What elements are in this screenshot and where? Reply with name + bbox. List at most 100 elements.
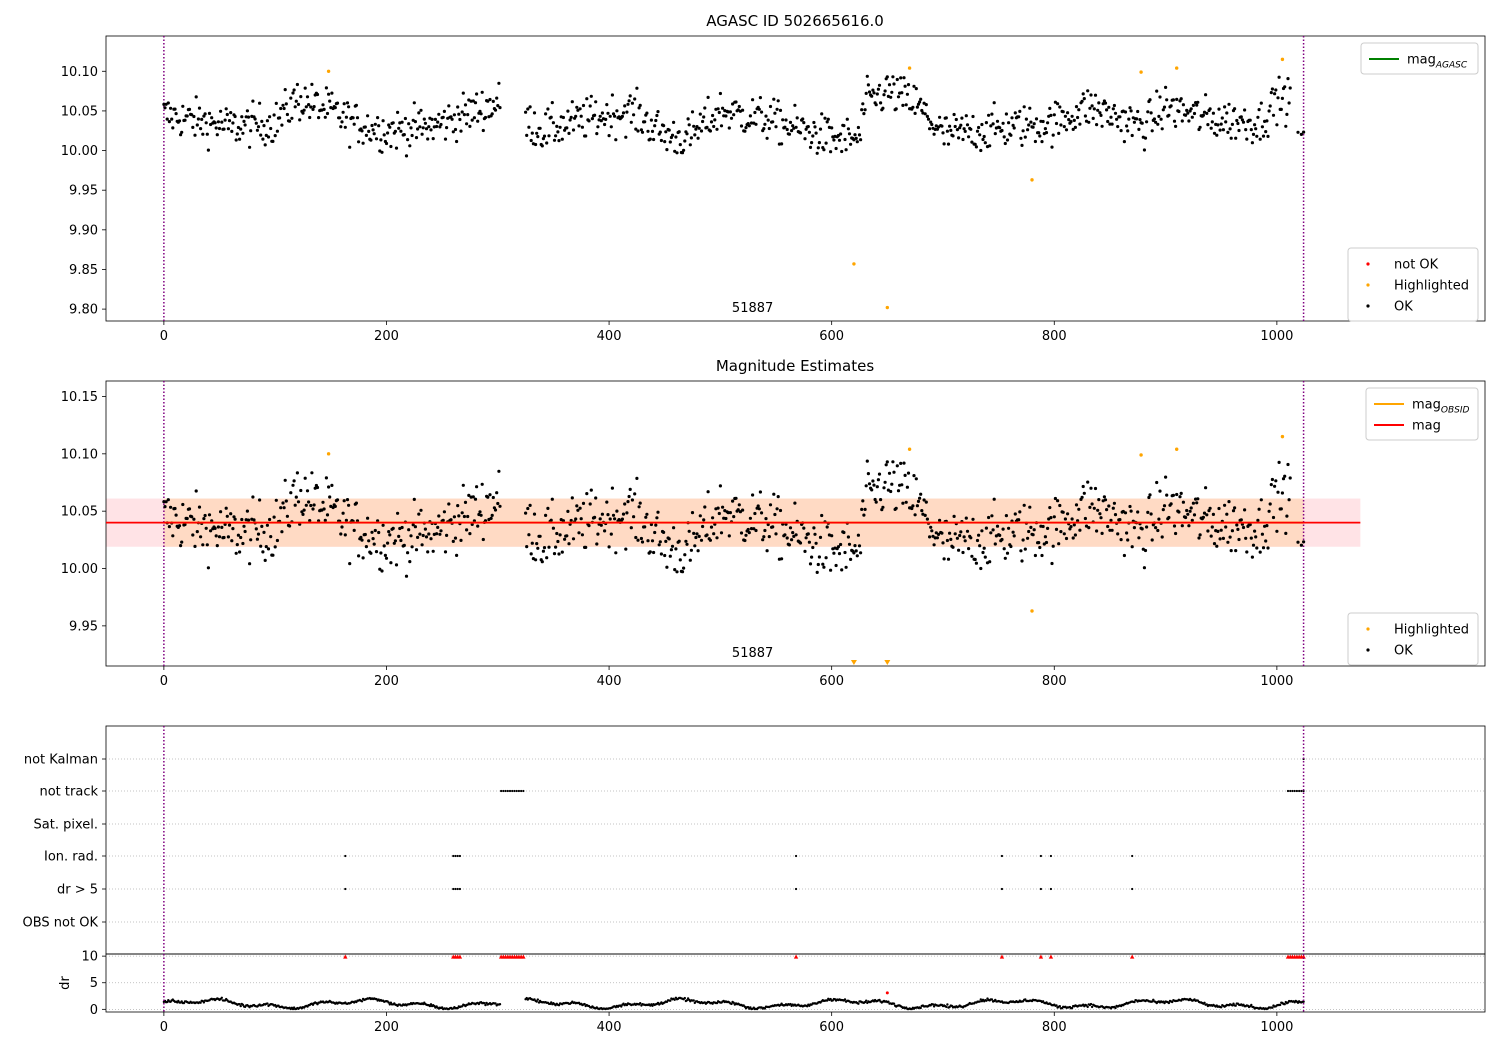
panel2-ok-point [409, 534, 413, 538]
panel1-ok-point [718, 91, 723, 96]
panel1-ok-point [391, 121, 395, 125]
panel1-ok-point [626, 102, 630, 106]
panel1-ok-point [303, 86, 307, 90]
panel2-ok-point [902, 461, 906, 465]
panel1-ok-point [418, 125, 422, 129]
panel2-ok-point [852, 551, 856, 555]
panel1-ok-point [695, 125, 699, 129]
panel2-ok-point [217, 535, 222, 539]
panel1-ok-point [683, 139, 687, 143]
panel2-ok-point [1254, 535, 1258, 539]
panel1-ok-point [187, 107, 192, 111]
panel1-ok-point [379, 138, 383, 142]
panel1-ok-point [686, 117, 690, 121]
panel1-ok-point [605, 103, 609, 107]
panel1-ok-point [1034, 117, 1039, 121]
panel2-ok-point [916, 499, 921, 503]
panel2-ok-point [886, 488, 891, 492]
panel1-ok-point [1018, 109, 1022, 113]
panel1-ok-point [674, 135, 678, 139]
panel2-ok-point [282, 506, 286, 510]
panel2-ok-point [383, 553, 387, 558]
panel1-ok-point [407, 122, 411, 126]
panel2-ok-point [1227, 500, 1231, 504]
panel1-ok-point [1284, 124, 1288, 128]
panel2-ok-point [912, 474, 916, 478]
panel2-ok-point [674, 547, 678, 551]
panel2-ok-point [815, 570, 819, 575]
panel2-ok-point [904, 500, 908, 504]
panel3-flag-point [794, 887, 798, 891]
panel1-ok-point [1057, 131, 1061, 135]
panel1-ok-point [1031, 125, 1035, 129]
panel1-ok-point [703, 106, 707, 110]
panel1-ok-point [1212, 131, 1217, 135]
panel1-ok-point [546, 107, 550, 111]
panel1-ok-point [451, 130, 455, 134]
panel1-ok-point [367, 129, 371, 133]
panel1-ok-point [404, 154, 409, 158]
panel2-ok-point [1243, 508, 1247, 512]
panel2-ok-point [1058, 503, 1062, 508]
panel2-ok-point [251, 495, 255, 499]
panel2-ok-point [1074, 503, 1079, 507]
panel2-ok-point [780, 557, 784, 561]
panel2-ok-point [975, 538, 980, 543]
panel2-ok-point [577, 531, 581, 535]
panel2-ok-point [673, 568, 677, 572]
panel2-ok-point [1005, 551, 1010, 555]
panel2-ok-point [183, 522, 187, 527]
panel2-ok-point [1256, 518, 1260, 523]
panel1-ok-point [1092, 107, 1096, 111]
panel1-ok-point [463, 103, 468, 107]
panel2-ok-point [576, 508, 580, 512]
panel1-ok-point [667, 128, 671, 132]
panel1-ok-point [1299, 132, 1303, 136]
panel1-ok-point [556, 130, 560, 134]
panel1-ok-point [729, 116, 734, 120]
panel1-ok-point [772, 97, 776, 101]
panel2-ok-point [1128, 504, 1132, 509]
panel2-ok-point [721, 505, 725, 509]
panel1-ok-point [793, 103, 797, 107]
panel1-ok-point [1077, 108, 1081, 112]
panel2-ok-point [625, 511, 629, 515]
panel1-ok-point [1043, 127, 1047, 131]
panel1-ok-point [609, 125, 613, 129]
panel3-dr-point [1250, 1003, 1253, 1007]
panel1-ok-point [1017, 115, 1021, 119]
panel1-ok-point [1072, 118, 1076, 122]
panel1-highlighted-point [907, 66, 912, 70]
panel1-ok-point [918, 100, 922, 104]
panel1-ok-point [991, 122, 995, 126]
panel1-ok-point [659, 138, 664, 143]
panel1-ok-point [389, 144, 393, 149]
panel2-ok-point [556, 539, 560, 544]
panel2-ok-point [687, 529, 691, 533]
panel2-ok-point [1251, 543, 1256, 547]
panel1-ok-point [541, 137, 546, 141]
panel2-ok-point [374, 550, 379, 554]
panel2-ok-point [563, 537, 567, 541]
panel2-ok-point [774, 532, 778, 536]
panel3-dr-clipped-marker [1038, 954, 1044, 959]
panel3-dr-point [429, 1003, 433, 1006]
panel2-ok-point [252, 518, 256, 522]
panel2-ok-point [860, 507, 864, 511]
panel2-ok-point [439, 529, 443, 533]
panel2-ok-point [1119, 538, 1123, 542]
panel1-ok-point [1097, 101, 1101, 105]
panel1-ok-point [570, 100, 574, 104]
panel2-ok-point [461, 483, 465, 487]
panel1-ok-point [766, 118, 770, 122]
panel1-top-legend [1360, 42, 1479, 75]
panel2-ok-point [849, 557, 853, 562]
panel2-ok-point [935, 536, 940, 540]
panel2-ok-point [988, 560, 992, 564]
panel1-ok-point [1111, 107, 1115, 111]
panel2-ok-point [328, 495, 332, 499]
panel2-ok-point [655, 516, 659, 520]
panel1-ok-point [643, 120, 647, 124]
panel2-ok-point [1137, 536, 1141, 540]
panel2-ok-point [611, 513, 616, 517]
